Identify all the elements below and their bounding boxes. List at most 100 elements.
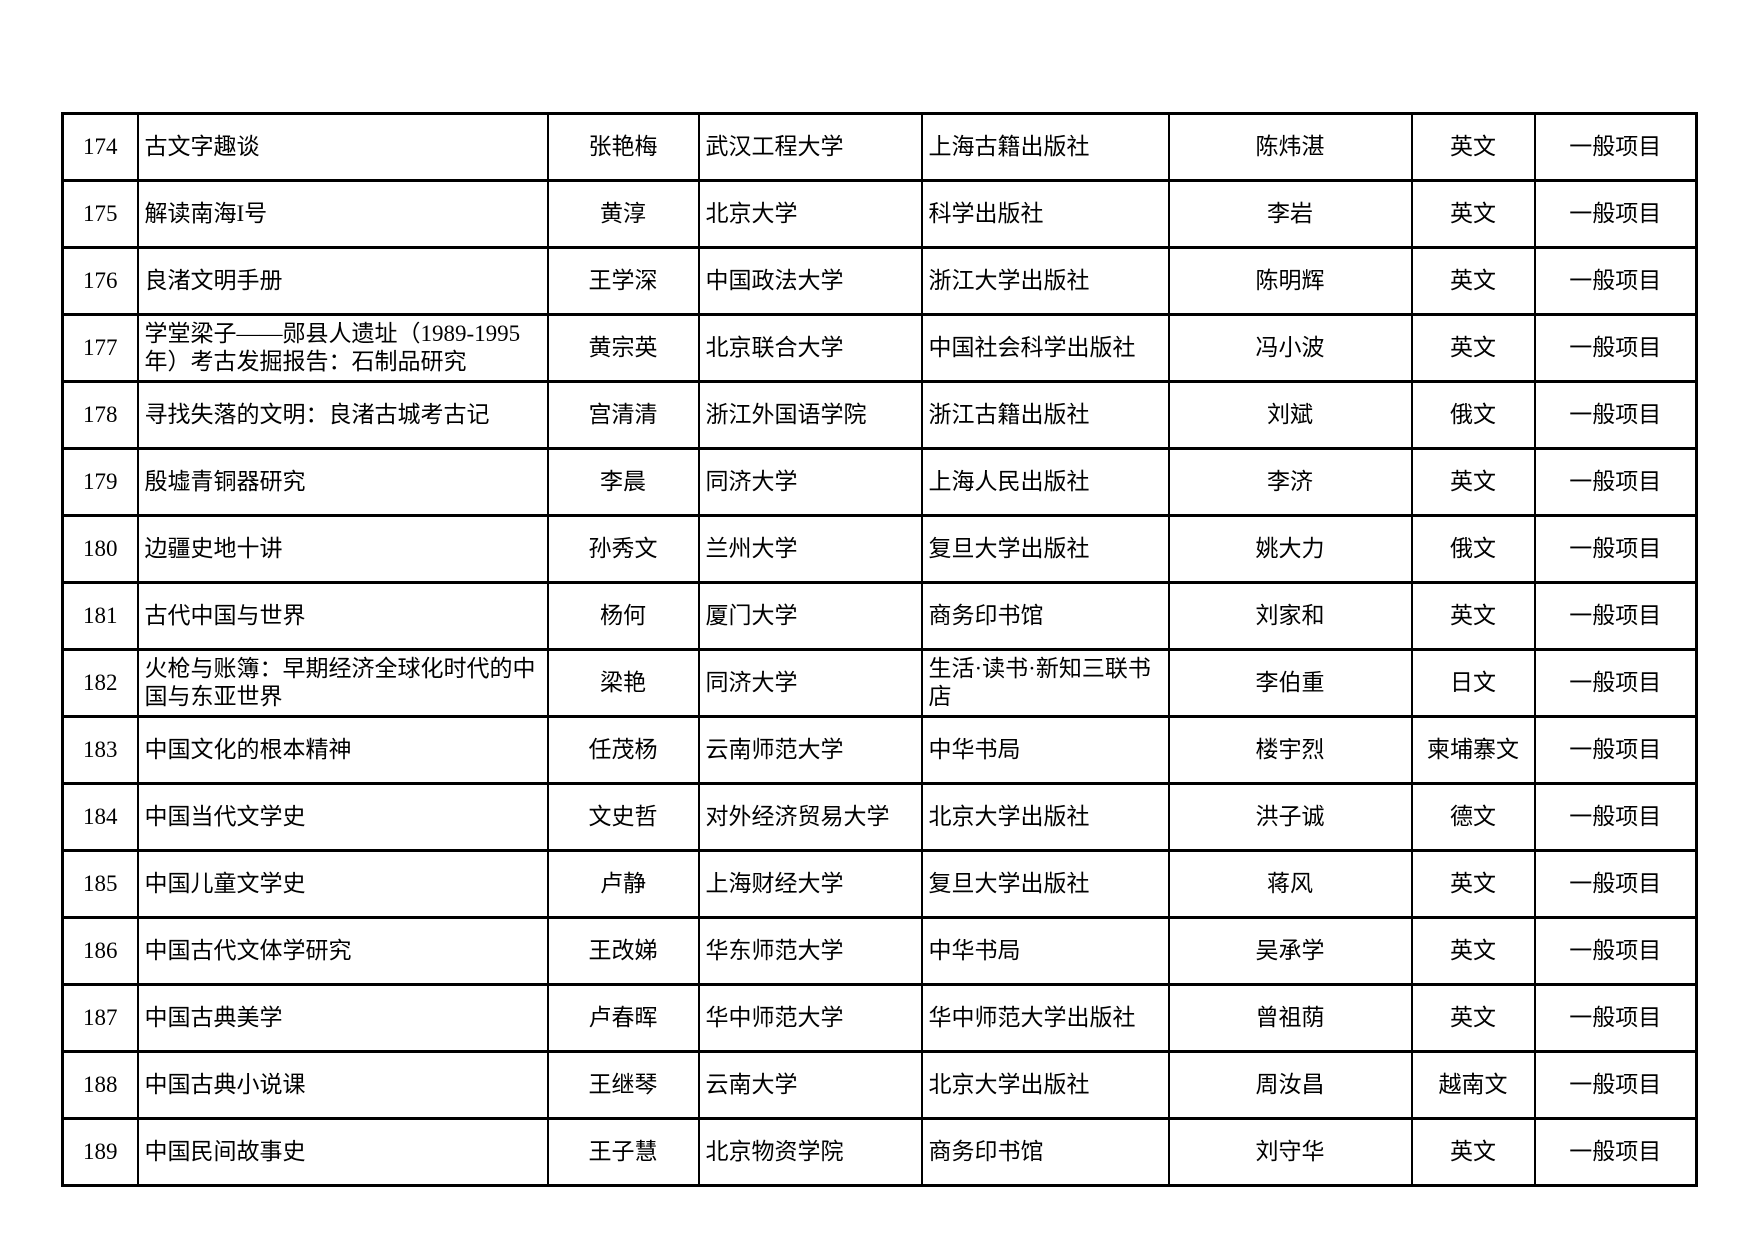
cell-author-name: 楼宇烈 <box>1167 715 1413 785</box>
table-row: 185 中国儿童文学史 卢静 上海财经大学 复旦大学出版社 蒋风 英文 一般项目 <box>61 849 1698 919</box>
cell-publisher: 科学出版社 <box>920 179 1170 249</box>
cell-book-title: 中国古代文体学研究 <box>136 916 549 986</box>
cell-book-title: 中国文化的根本精神 <box>136 715 549 785</box>
book-projects-table: 174 古文字趣谈 张艳梅 武汉工程大学 上海古籍出版社 陈炜湛 英文 一般项目 175 解读南海… <box>61 112 1698 1187</box>
cell-row-number: 188 <box>61 1050 139 1120</box>
cell-publisher: 浙江大学出版社 <box>920 246 1170 316</box>
cell-publisher: 浙江古籍出版社 <box>920 380 1170 450</box>
cell-project-type: 一般项目 <box>1533 983 1698 1053</box>
cell-project-type: 一般项目 <box>1533 715 1698 785</box>
cell-author-name: 刘守华 <box>1167 1117 1413 1187</box>
cell-language: 英文 <box>1410 179 1536 249</box>
cell-book-title: 中国古典美学 <box>136 983 549 1053</box>
cell-author-name: 陈炜湛 <box>1167 112 1413 182</box>
cell-language: 英文 <box>1410 581 1536 651</box>
cell-book-title: 解读南海I号 <box>136 179 549 249</box>
cell-language: 俄文 <box>1410 514 1536 584</box>
cell-language: 英文 <box>1410 916 1536 986</box>
cell-organization: 华中师范大学 <box>697 983 923 1053</box>
cell-book-title: 殷墟青铜器研究 <box>136 447 549 517</box>
cell-row-number: 189 <box>61 1117 139 1187</box>
cell-organization: 同济大学 <box>697 447 923 517</box>
cell-project-type: 一般项目 <box>1533 179 1698 249</box>
cell-applicant-name: 黄淳 <box>546 179 700 249</box>
cell-language: 日文 <box>1410 648 1536 718</box>
cell-row-number: 183 <box>61 715 139 785</box>
cell-language: 越南文 <box>1410 1050 1536 1120</box>
cell-organization: 北京大学 <box>697 179 923 249</box>
cell-row-number: 187 <box>61 983 139 1053</box>
cell-language: 英文 <box>1410 246 1536 316</box>
cell-organization: 云南师范大学 <box>697 715 923 785</box>
cell-row-number: 182 <box>61 648 139 718</box>
cell-publisher: 中华书局 <box>920 916 1170 986</box>
cell-applicant-name: 任茂杨 <box>546 715 700 785</box>
cell-row-number: 176 <box>61 246 139 316</box>
cell-language: 英文 <box>1410 1117 1536 1187</box>
cell-organization: 厦门大学 <box>697 581 923 651</box>
cell-project-type: 一般项目 <box>1533 246 1698 316</box>
table-row: 183 中国文化的根本精神 任茂杨 云南师范大学 中华书局 楼宇烈 柬埔寨文 一般项目 <box>61 715 1698 785</box>
table-row: 174 古文字趣谈 张艳梅 武汉工程大学 上海古籍出版社 陈炜湛 英文 一般项目 <box>61 112 1698 182</box>
cell-book-title: 学堂梁子——郧县人遗址（1989-1995年）考古发掘报告：石制品研究 <box>136 313 549 383</box>
cell-publisher: 商务印书馆 <box>920 581 1170 651</box>
table-row: 189 中国民间故事史 王子慧 北京物资学院 商务印书馆 刘守华 英文 一般项目 <box>61 1117 1698 1187</box>
table-row: 187 中国古典美学 卢春晖 华中师范大学 华中师范大学出版社 曾祖荫 英文 一般项目 <box>61 983 1698 1053</box>
cell-organization: 上海财经大学 <box>697 849 923 919</box>
cell-organization: 北京物资学院 <box>697 1117 923 1187</box>
cell-publisher: 北京大学出版社 <box>920 1050 1170 1120</box>
cell-applicant-name: 王改娣 <box>546 916 700 986</box>
cell-project-type: 一般项目 <box>1533 380 1698 450</box>
cell-row-number: 184 <box>61 782 139 852</box>
cell-publisher: 北京大学出版社 <box>920 782 1170 852</box>
cell-author-name: 刘家和 <box>1167 581 1413 651</box>
cell-applicant-name: 王学深 <box>546 246 700 316</box>
cell-language: 德文 <box>1410 782 1536 852</box>
table-row: 181 古代中国与世界 杨何 厦门大学 商务印书馆 刘家和 英文 一般项目 <box>61 581 1698 651</box>
cell-book-title: 中国儿童文学史 <box>136 849 549 919</box>
cell-row-number: 177 <box>61 313 139 383</box>
cell-applicant-name: 黄宗英 <box>546 313 700 383</box>
cell-project-type: 一般项目 <box>1533 112 1698 182</box>
cell-project-type: 一般项目 <box>1533 1117 1698 1187</box>
cell-row-number: 181 <box>61 581 139 651</box>
cell-language: 英文 <box>1410 112 1536 182</box>
cell-language: 俄文 <box>1410 380 1536 450</box>
table-row: 186 中国古代文体学研究 王改娣 华东师范大学 中华书局 吴承学 英文 一般项目 <box>61 916 1698 986</box>
cell-organization: 中国政法大学 <box>697 246 923 316</box>
cell-organization: 武汉工程大学 <box>697 112 923 182</box>
cell-publisher: 生活·读书·新知三联书店 <box>920 648 1170 718</box>
cell-author-name: 蒋风 <box>1167 849 1413 919</box>
cell-project-type: 一般项目 <box>1533 447 1698 517</box>
cell-applicant-name: 王子慧 <box>546 1117 700 1187</box>
cell-organization: 对外经济贸易大学 <box>697 782 923 852</box>
cell-book-title: 中国古典小说课 <box>136 1050 549 1120</box>
cell-organization: 北京联合大学 <box>697 313 923 383</box>
cell-language: 柬埔寨文 <box>1410 715 1536 785</box>
cell-author-name: 李岩 <box>1167 179 1413 249</box>
cell-book-title: 寻找失落的文明：良渚古城考古记 <box>136 380 549 450</box>
cell-book-title: 边疆史地十讲 <box>136 514 549 584</box>
cell-row-number: 175 <box>61 179 139 249</box>
table-row: 180 边疆史地十讲 孙秀文 兰州大学 复旦大学出版社 姚大力 俄文 一般项目 <box>61 514 1698 584</box>
cell-applicant-name: 卢春晖 <box>546 983 700 1053</box>
cell-row-number: 185 <box>61 849 139 919</box>
cell-applicant-name: 杨何 <box>546 581 700 651</box>
cell-publisher: 上海古籍出版社 <box>920 112 1170 182</box>
table-row: 179 殷墟青铜器研究 李晨 同济大学 上海人民出版社 李济 英文 一般项目 <box>61 447 1698 517</box>
cell-project-type: 一般项目 <box>1533 313 1698 383</box>
cell-publisher: 商务印书馆 <box>920 1117 1170 1187</box>
cell-book-title: 古代中国与世界 <box>136 581 549 651</box>
cell-row-number: 180 <box>61 514 139 584</box>
cell-publisher: 复旦大学出版社 <box>920 514 1170 584</box>
cell-project-type: 一般项目 <box>1533 581 1698 651</box>
cell-project-type: 一般项目 <box>1533 849 1698 919</box>
cell-author-name: 周汝昌 <box>1167 1050 1413 1120</box>
cell-author-name: 冯小波 <box>1167 313 1413 383</box>
cell-language: 英文 <box>1410 849 1536 919</box>
cell-organization: 华东师范大学 <box>697 916 923 986</box>
cell-author-name: 姚大力 <box>1167 514 1413 584</box>
cell-language: 英文 <box>1410 313 1536 383</box>
table-row: 178 寻找失落的文明：良渚古城考古记 宫清清 浙江外国语学院 浙江古籍出版社 刘斌 俄文一… <box>61 380 1698 450</box>
